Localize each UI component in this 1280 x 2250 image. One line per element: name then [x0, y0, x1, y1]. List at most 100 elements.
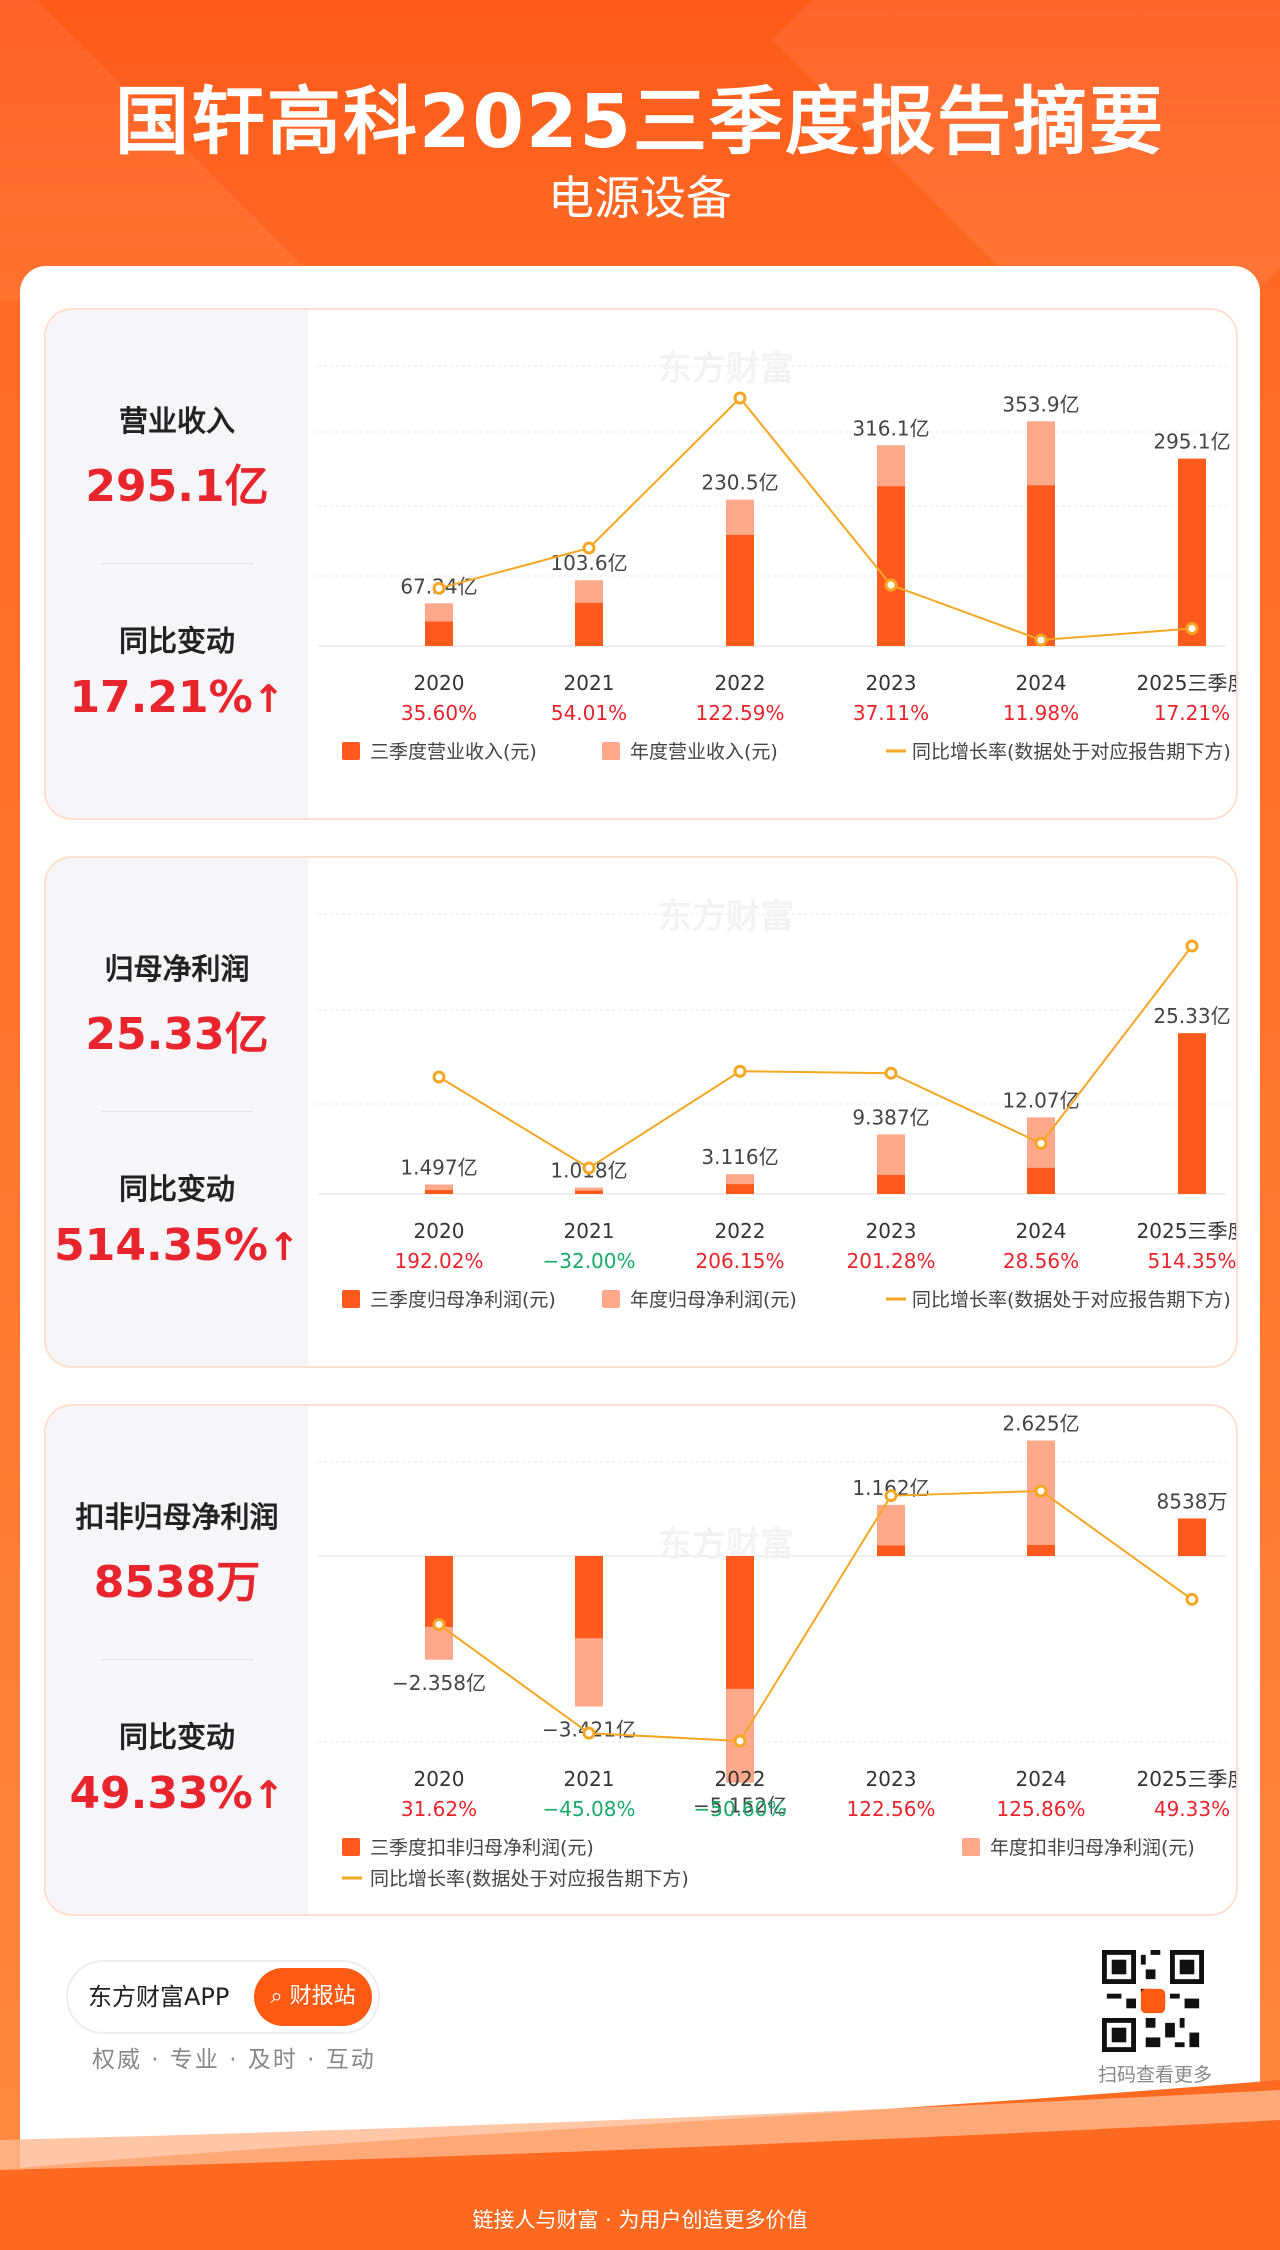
growth-rate-line: [438, 396, 1193, 642]
metric-value: 25.33亿: [85, 1009, 269, 1060]
metric-value: 295.1亿: [85, 461, 269, 512]
legend-q3-label: 三季度营业收入(元): [370, 741, 537, 763]
annual-bar: [425, 1184, 453, 1194]
category-label: 2022: [715, 1219, 766, 1243]
growth-label: 206.15%: [696, 1249, 785, 1273]
legend-q3-swatch: [342, 1290, 360, 1308]
growth-rate-point: [884, 1489, 898, 1503]
bar-value-label: 2.625亿: [1002, 1412, 1079, 1436]
card-summary: 营业收入 295.1亿 同比变动 17.21%↑: [46, 310, 308, 818]
growth-label: 192.02%: [395, 1249, 484, 1273]
q3-bar: [575, 1190, 603, 1194]
growth-rate-line: [438, 1489, 1193, 1743]
legend-annual-label: 年度归母净利润(元): [630, 1289, 797, 1311]
change-value: 49.33%↑: [69, 1768, 285, 1819]
growth-rate-point: [432, 1070, 446, 1084]
bar-value-label: 1.497亿: [400, 1155, 477, 1179]
net-profit-card: 归母净利润 25.33亿 同比变动 514.35%↑ 东方财富 1.497亿 202…: [44, 856, 1238, 1368]
growth-label: 17.21%: [1154, 701, 1230, 725]
growth-label: 37.11%: [853, 701, 929, 725]
category-label: 2024: [1016, 1767, 1067, 1791]
growth-rate-point: [1185, 1592, 1199, 1606]
bar-value-label: −5.152亿: [693, 1794, 787, 1818]
app-pill[interactable]: 东方财富APP ⌕ 财报站: [68, 1962, 378, 2032]
q3-bar: [1027, 485, 1055, 646]
legend-q3-swatch: [342, 742, 360, 760]
legend-annual-swatch: [962, 1838, 980, 1856]
q3-bar: [726, 1184, 754, 1194]
q3-bar: [425, 621, 453, 646]
legend-rate-label: 同比增长率(数据处于对应报告期下方): [912, 1289, 1231, 1311]
qr-code-icon[interactable]: [1102, 1950, 1204, 2052]
slogan: 权威 · 专业 · 及时 · 互动: [92, 2047, 376, 2073]
change-label: 同比变动: [118, 624, 235, 658]
legend-annual-swatch: [602, 1290, 620, 1308]
q3-bar: [1178, 1518, 1206, 1556]
legend-q3-label: 三季度归母净利润(元): [370, 1289, 556, 1311]
legend-annual-label: 年度扣非归母净利润(元): [990, 1837, 1195, 1859]
q3-bar: [726, 1556, 754, 1689]
growth-rate-point: [432, 1618, 446, 1632]
revenue-chart: 东方财富67.24亿202035.60%103.6亿202154.01%230.…: [318, 349, 1236, 763]
growth-rate-point: [733, 391, 747, 405]
growth-label: 201.28%: [847, 1249, 936, 1273]
category-label: 2025三季度: [1137, 1767, 1236, 1791]
category-label: 2022: [715, 671, 766, 695]
growth-label: 122.56%: [847, 1797, 936, 1821]
growth-label: 11.98%: [1003, 701, 1079, 725]
divider: [101, 1111, 253, 1112]
category-label: 2020: [414, 671, 465, 695]
growth-rate-point: [582, 541, 596, 555]
q3-bar: [575, 602, 603, 646]
growth-rate-point: [582, 1726, 596, 1740]
divider: [101, 563, 253, 564]
category-label: 2023: [866, 1767, 917, 1791]
up-arrow-icon: ↑: [252, 1773, 285, 1817]
deducted-profit-card: 扣非归母净利润 8538万 同比变动 49.33%↑ 东方财富 −2.358亿 20…: [44, 1404, 1238, 1916]
qr-caption: 扫码查看更多: [1097, 2064, 1212, 2086]
metric-label: 归母净利润: [104, 952, 250, 986]
growth-label: 514.35%: [1148, 1249, 1236, 1273]
q3-bar: [425, 1189, 453, 1194]
deducted-profit-chart: 东方财富−2.358亿202031.62%−3.421亿2021−45.08%−…: [318, 1412, 1236, 1890]
growth-label: 28.56%: [1003, 1249, 1079, 1273]
legend-rate-label: 同比增长率(数据处于对应报告期下方): [370, 1868, 689, 1890]
growth-label: 54.01%: [551, 701, 627, 725]
growth-label: 49.33%: [1154, 1797, 1230, 1821]
category-label: 2022: [715, 1767, 766, 1791]
bar-value-label: 25.33亿: [1153, 1004, 1230, 1028]
q3-bar: [877, 486, 905, 646]
growth-rate-point: [733, 1064, 747, 1078]
change-value: 514.35%↑: [54, 1220, 300, 1271]
q3-bar: [877, 1174, 905, 1194]
growth-rate-point: [733, 1734, 747, 1748]
bar-value-label: 3.116亿: [701, 1145, 778, 1169]
q3-bar: [425, 1556, 453, 1627]
change-label: 同比变动: [118, 1172, 235, 1206]
change-value: 17.21%↑: [69, 672, 285, 723]
q3-bar: [1027, 1545, 1055, 1556]
legend-q3-label: 三季度扣非归母净利润(元): [370, 1837, 594, 1859]
bottom-tagline: 链接人与财富 · 为用户创造更多价值: [472, 2208, 808, 2232]
legend-q3-swatch: [342, 1838, 360, 1856]
page-subtitle: 电源设备: [548, 171, 732, 225]
growth-rate-point: [582, 1161, 596, 1175]
category-label: 2024: [1016, 1219, 1067, 1243]
up-arrow-icon: ↑: [268, 1225, 300, 1269]
growth-rate-point: [884, 1066, 898, 1080]
legend-annual-swatch: [602, 742, 620, 760]
category-label: 2020: [414, 1219, 465, 1243]
page-title: 国轩高科2025三季度报告摘要: [115, 79, 1165, 165]
bottom-wave: [0, 2080, 1280, 2250]
growth-rate-point: [1185, 939, 1199, 953]
category-label: 2020: [414, 1767, 465, 1791]
metric-label: 扣非归母净利润: [75, 1500, 279, 1534]
app-name: 东方财富APP: [88, 1983, 230, 2011]
legend-rate-label: 同比增长率(数据处于对应报告期下方): [912, 741, 1231, 763]
bar-value-label: 9.387亿: [852, 1105, 929, 1129]
change-label: 同比变动: [118, 1720, 235, 1754]
q3-bar: [877, 1545, 905, 1556]
report-station-button[interactable]: ⌕ 财报站: [254, 1968, 372, 2026]
bar-value-label: 8538万: [1157, 1489, 1228, 1513]
category-label: 2025三季度: [1137, 671, 1236, 695]
